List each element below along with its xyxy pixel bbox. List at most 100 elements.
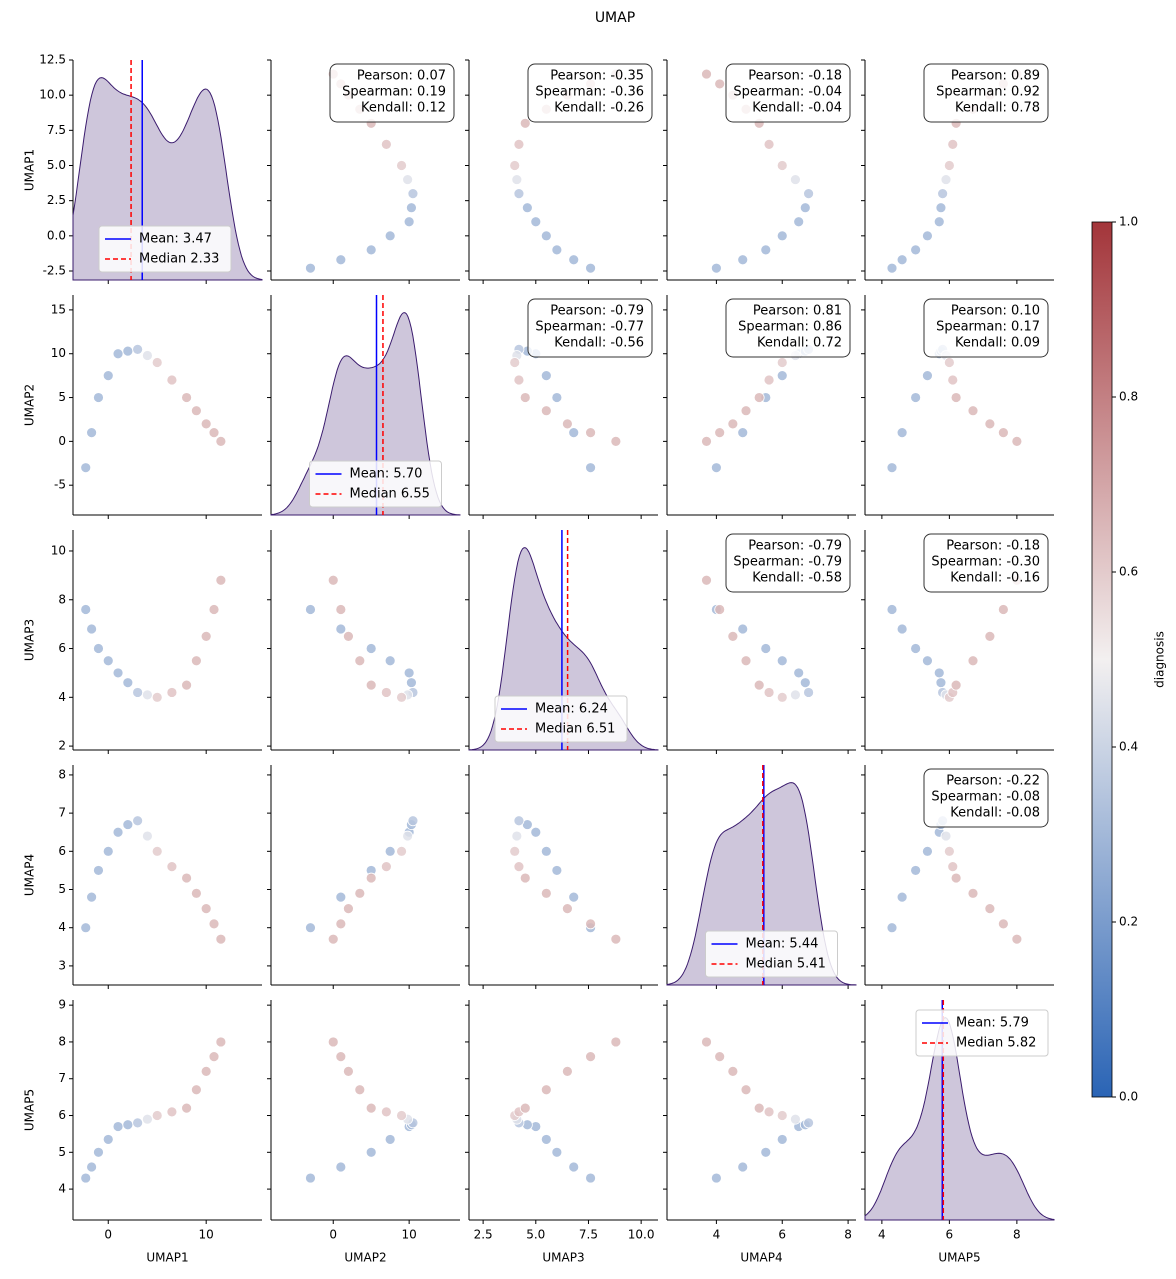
scatter-point <box>166 687 178 698</box>
scatter-point <box>122 345 134 357</box>
corr-text: Kendall: -0.56 <box>554 336 644 351</box>
scatter-point <box>80 1172 92 1184</box>
scatter-point <box>896 623 908 635</box>
y-tick-label: 4 <box>58 1182 66 1196</box>
scatter-point <box>519 392 531 403</box>
scatter-point <box>151 845 163 857</box>
x-tick-label: 10.0 <box>628 1228 655 1242</box>
y-tick-label: 7.5 <box>47 123 66 137</box>
corr-box <box>725 533 851 593</box>
scatter-point <box>132 1117 144 1129</box>
corr-box <box>527 298 653 358</box>
corr-text: Pearson: -0.79 <box>550 304 644 319</box>
scatter-point <box>151 357 163 368</box>
scatter-point <box>984 418 996 430</box>
scatter-point <box>760 1146 772 1158</box>
scatter-point <box>933 667 945 679</box>
scatter-point <box>763 687 775 698</box>
scatter-point <box>947 861 959 872</box>
corr-text: Spearman: 0.19 <box>342 85 446 100</box>
scatter-point <box>380 138 392 150</box>
scatter-point <box>151 691 163 703</box>
scatter-point <box>886 462 898 474</box>
scatter-point <box>406 677 417 689</box>
scatter-point <box>513 815 525 827</box>
scatter-point <box>701 574 712 586</box>
corr-text: Spearman: -0.30 <box>931 555 1040 570</box>
scatter-point <box>181 1102 192 1114</box>
y-axis-label: UMAP2 <box>23 384 37 426</box>
y-tick-label: 0.0 <box>47 228 66 242</box>
scatter-point <box>402 830 414 842</box>
scatter-point <box>776 370 788 382</box>
scatter-point <box>776 1110 788 1121</box>
scatter-point <box>335 254 347 266</box>
x-tick-label: 7.5 <box>579 1228 598 1242</box>
scatter-point <box>384 655 396 667</box>
legend-mean-label: Mean: 5.79 <box>956 1016 1029 1031</box>
corr-text: Pearson: -0.22 <box>946 774 1040 789</box>
x-axis-label: UMAP1 <box>146 1251 188 1265</box>
scatter-point <box>585 1051 596 1063</box>
scatter-point <box>551 392 563 403</box>
y-tick-label: 12.5 <box>39 53 66 67</box>
scatter-point <box>896 254 908 266</box>
corr-text: Spearman: -0.79 <box>733 555 842 570</box>
scatter-point <box>365 643 377 654</box>
scatter-point <box>568 891 580 903</box>
scatter-point <box>585 427 596 439</box>
scatter-point <box>513 374 525 386</box>
scatter-point <box>760 244 772 256</box>
x-tick-label: 4 <box>713 1228 721 1242</box>
scatter-point <box>776 230 788 242</box>
scatter-point <box>935 202 947 214</box>
colorbar-tick-label: 0.0 <box>1119 1090 1138 1104</box>
scatter-point <box>142 350 153 361</box>
scatter-point <box>513 188 525 200</box>
scatter-point <box>947 374 959 386</box>
y-tick-label: 6 <box>58 844 66 858</box>
scatter-point <box>384 1134 396 1145</box>
scatter-point <box>540 370 552 382</box>
corr-text: Spearman: -0.77 <box>535 320 644 335</box>
corr-text: Kendall: 0.09 <box>955 336 1040 351</box>
x-tick-label: 0 <box>104 1228 112 1242</box>
scatter-point <box>610 1036 622 1048</box>
scatter-point <box>93 392 104 403</box>
scatter-point <box>799 202 811 214</box>
y-tick-label: 6 <box>58 1108 66 1122</box>
scatter-point <box>354 887 366 899</box>
y-tick-label: 5 <box>58 882 66 896</box>
scatter-point <box>519 117 531 129</box>
scatter-point <box>803 188 814 200</box>
scatter-point <box>132 815 144 827</box>
scatter-point <box>142 830 153 842</box>
colorbar-tick-label: 0.2 <box>1119 915 1138 929</box>
scatter-point <box>166 861 178 872</box>
legend-median-label: Median 6.55 <box>350 487 430 502</box>
y-tick-label: 7 <box>58 1071 66 1085</box>
scatter-point <box>753 1102 765 1114</box>
scatter-point <box>950 872 962 884</box>
scatter-point <box>763 138 775 150</box>
corr-box <box>923 298 1049 358</box>
scatter-point <box>102 845 114 857</box>
scatter-point <box>519 872 531 884</box>
scatter-point <box>610 435 622 447</box>
corr-box <box>923 63 1049 123</box>
scatter-point <box>343 630 354 642</box>
scatter-point <box>335 1051 347 1063</box>
corr-text: Spearman: -0.08 <box>931 790 1040 805</box>
y-axis-label: UMAP5 <box>23 1089 37 1131</box>
scatter-point <box>776 1134 788 1145</box>
corr-text: Pearson: -0.79 <box>748 539 842 554</box>
scatter-point <box>402 174 414 185</box>
scatter-point <box>540 887 552 899</box>
legend-mean-label: Mean: 3.47 <box>139 232 212 247</box>
scatter-point <box>305 262 316 274</box>
scatter-point <box>740 405 752 417</box>
corr-text: Kendall: -0.58 <box>752 571 842 586</box>
scatter-point <box>896 427 908 439</box>
scatter-point <box>551 865 563 876</box>
